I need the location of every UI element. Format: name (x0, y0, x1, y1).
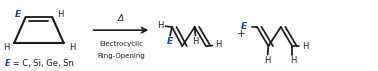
Text: H: H (290, 56, 296, 65)
Text: E: E (167, 37, 173, 46)
Text: H: H (57, 10, 64, 19)
Text: H: H (4, 43, 10, 52)
Text: H: H (157, 21, 163, 30)
Text: Ring-Opening: Ring-Opening (97, 53, 145, 59)
Text: H: H (302, 42, 308, 51)
Text: E: E (5, 59, 11, 68)
Text: Δ: Δ (118, 14, 124, 23)
Text: H: H (192, 37, 198, 46)
Text: H: H (265, 56, 271, 65)
Text: E: E (241, 22, 247, 31)
Text: +: + (237, 29, 245, 39)
Text: Electrocyclic: Electrocyclic (99, 41, 143, 47)
Text: = C, Si, Ge, Sn: = C, Si, Ge, Sn (10, 59, 74, 68)
Text: H: H (69, 43, 75, 52)
Text: H: H (215, 40, 221, 49)
Text: E: E (14, 10, 20, 19)
